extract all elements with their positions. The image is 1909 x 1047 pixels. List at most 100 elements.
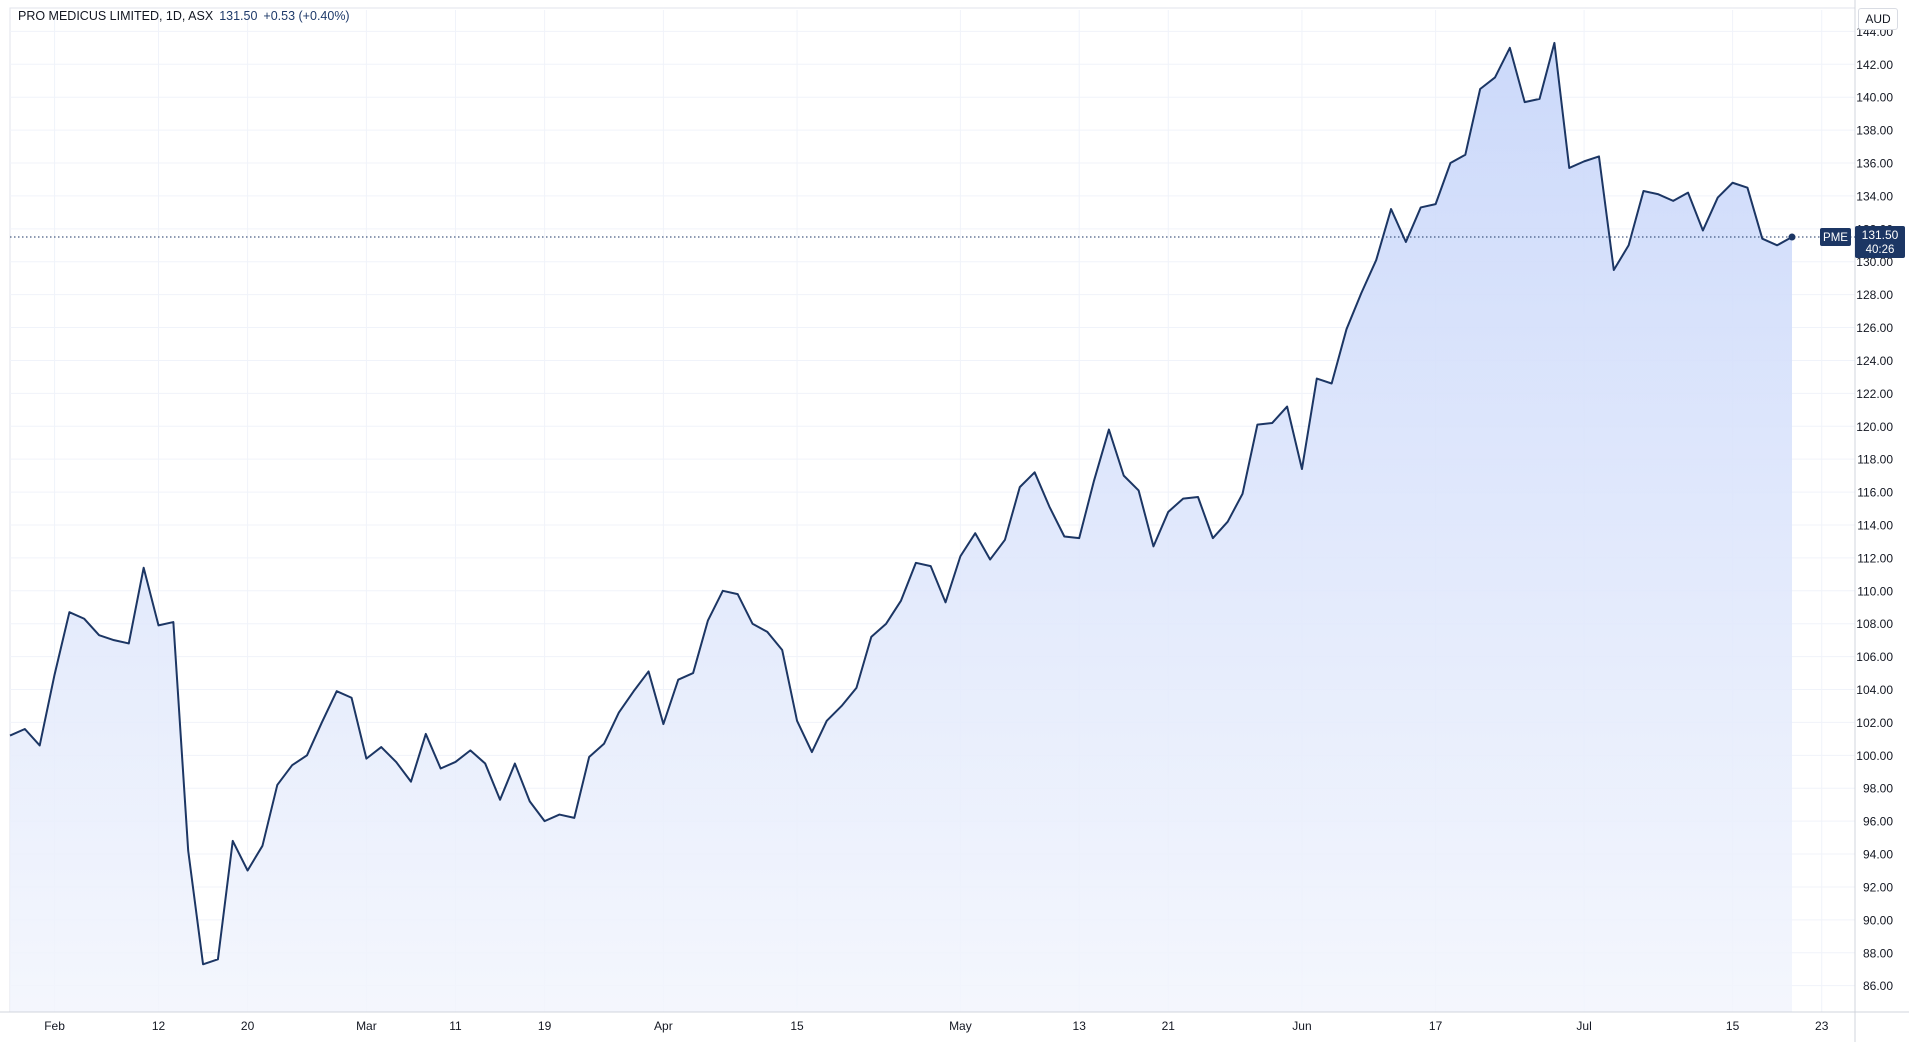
data-point[interactable] [1181,496,1186,501]
data-point[interactable] [988,557,993,562]
data-point[interactable] [1686,190,1691,195]
data-point[interactable] [899,598,904,603]
data-point[interactable] [720,588,725,593]
data-point[interactable] [854,685,859,690]
data-point[interactable] [750,621,755,626]
data-point[interactable] [1240,491,1245,496]
data-point[interactable] [379,745,384,750]
data-point[interactable] [1418,205,1423,210]
data-point[interactable] [52,672,57,677]
data-point[interactable] [869,634,874,639]
data-point[interactable] [1656,192,1661,197]
data-point[interactable] [913,560,918,565]
data-point[interactable] [97,633,102,638]
data-point[interactable] [765,629,770,634]
data-point[interactable] [1671,198,1676,203]
data-point[interactable] [468,748,473,753]
data-point[interactable] [1270,420,1275,425]
data-point[interactable] [676,677,681,682]
data-point[interactable] [22,727,27,732]
data-point[interactable] [1255,422,1260,427]
data-point[interactable] [1582,159,1587,164]
data-point[interactable] [1329,381,1334,386]
data-point[interactable] [408,779,413,784]
data-point[interactable] [809,750,814,755]
data-point[interactable] [37,743,42,748]
data-point[interactable] [275,782,280,787]
data-point[interactable] [602,741,607,746]
data-point[interactable] [423,731,428,736]
data-point[interactable] [512,761,517,766]
data-point[interactable] [1151,544,1156,549]
data-point[interactable] [527,799,532,804]
data-point[interactable] [319,720,324,725]
data-point[interactable] [305,753,310,758]
data-point[interactable] [1552,40,1557,45]
data-point[interactable] [1359,290,1364,295]
data-point[interactable] [1344,327,1349,332]
data-point[interactable] [1299,467,1304,472]
data-point[interactable] [1047,504,1052,509]
data-point[interactable] [1493,75,1498,80]
data-point[interactable] [1210,536,1215,541]
data-point[interactable] [215,957,220,962]
data-point[interactable] [572,815,577,820]
data-point[interactable] [1062,534,1067,539]
data-point[interactable] [661,722,666,727]
data-point[interactable] [1611,267,1616,272]
data-point[interactable] [290,763,295,768]
data-point[interactable] [557,812,562,817]
data-point[interactable] [1314,376,1319,381]
data-point[interactable] [1136,488,1141,493]
data-point[interactable] [1121,473,1126,478]
data-point[interactable] [1715,195,1720,200]
data-point[interactable] [82,616,87,621]
data-point[interactable] [1448,161,1453,166]
data-point[interactable] [928,564,933,569]
data-point[interactable] [1285,404,1290,409]
data-point[interactable] [1596,154,1601,159]
data-point[interactable] [1537,96,1542,101]
data-point[interactable] [483,761,488,766]
data-point[interactable] [587,754,592,759]
data-point[interactable] [1002,537,1007,542]
data-point[interactable] [1730,180,1735,185]
data-point[interactable] [1106,427,1111,432]
data-point[interactable] [1166,509,1171,514]
data-point[interactable] [1092,478,1097,483]
data-point[interactable] [260,843,265,848]
data-point[interactable] [616,710,621,715]
data-point[interactable] [364,756,369,761]
data-point[interactable] [453,759,458,764]
data-point[interactable] [1626,243,1631,248]
data-point[interactable] [111,638,116,643]
data-point[interactable] [839,703,844,708]
data-point[interactable] [735,592,740,597]
data-point[interactable] [1745,185,1750,190]
data-point[interactable] [349,695,354,700]
data-point[interactable] [8,733,13,738]
data-point[interactable] [646,669,651,674]
data-point[interactable] [245,868,250,873]
data-point[interactable] [201,962,206,967]
data-point[interactable] [705,618,710,623]
data-point[interactable] [394,759,399,764]
data-point[interactable] [1522,100,1527,105]
data-point[interactable] [824,718,829,723]
data-point[interactable] [1700,228,1705,233]
data-point[interactable] [1478,86,1483,91]
data-point[interactable] [780,648,785,653]
data-point[interactable] [884,621,889,626]
data-point[interactable] [141,565,146,570]
data-point[interactable] [973,531,978,536]
data-point[interactable] [171,620,176,625]
data-point[interactable] [1374,258,1379,263]
data-point[interactable] [795,718,800,723]
data-point[interactable] [1463,152,1468,157]
data-point[interactable] [1641,188,1646,193]
data-point[interactable] [156,623,161,628]
data-point[interactable] [631,689,636,694]
data-point[interactable] [691,671,696,676]
